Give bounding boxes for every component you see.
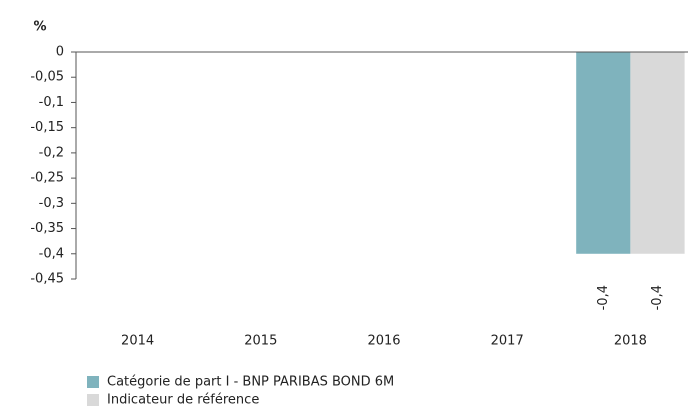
y-tick-label: -0,45 (30, 272, 64, 287)
y-tick-label: -0,1 (39, 95, 64, 110)
y-tick-label: -0,05 (30, 70, 64, 85)
y-axis-label: % (33, 20, 46, 35)
x-tick-label: 2016 (367, 334, 400, 349)
y-tick-label: -0,4 (39, 246, 64, 261)
legend-label: Catégorie de part I - BNP PARIBAS BOND 6… (107, 375, 394, 390)
x-tick-label: 2018 (614, 334, 647, 349)
x-tick-label: 2017 (491, 334, 524, 349)
x-tick-label: 2014 (121, 334, 154, 349)
bar (630, 52, 685, 254)
y-tick-label: -0,35 (30, 221, 64, 236)
value-label: -0,4 (596, 285, 611, 310)
y-tick-label: -0,15 (30, 120, 64, 135)
legend-swatch (87, 394, 99, 406)
legend-swatch (87, 376, 99, 388)
x-tick-label: 2015 (244, 334, 277, 349)
legend-label: Indicateur de référence (107, 393, 259, 408)
bar (576, 52, 631, 254)
y-tick-label: -0,25 (30, 171, 64, 186)
y-tick-label: 0 (56, 45, 64, 60)
y-tick-label: -0,2 (39, 145, 64, 160)
y-tick-label: -0,3 (39, 196, 64, 211)
value-label: -0,4 (650, 285, 665, 310)
